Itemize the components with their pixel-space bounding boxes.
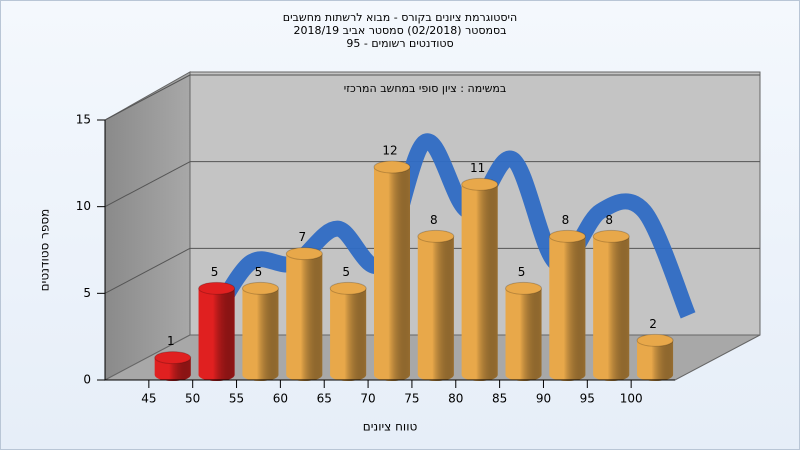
bar-top	[329, 281, 367, 295]
bar-top	[505, 281, 543, 295]
bar-top	[373, 160, 411, 174]
bar	[592, 229, 630, 381]
value-label: 7	[298, 230, 306, 244]
bar-top	[592, 229, 630, 243]
value-label: 8	[605, 213, 613, 227]
y-tick-label: 10	[76, 199, 91, 213]
bar	[505, 281, 543, 381]
bar-top	[241, 281, 279, 295]
x-tick-label: 55	[229, 392, 244, 406]
value-label: 2	[649, 317, 657, 331]
value-label: 8	[562, 213, 570, 227]
y-axis-label: מספר סטודנטים	[38, 209, 52, 292]
value-label: 5	[255, 265, 263, 279]
value-label: 5	[342, 265, 350, 279]
y-tick-label: 0	[83, 373, 91, 387]
bar-body	[154, 357, 191, 381]
x-tick-label: 60	[273, 392, 288, 406]
grid-line	[104, 74, 191, 121]
value-label: 8	[430, 213, 438, 227]
chart-title: היסטוגרמת ציונים בקורס - מבוא לרשתות מחש…	[283, 11, 517, 24]
bar-body	[549, 236, 586, 381]
bar-top	[461, 177, 499, 191]
subtitle: סטודנטים רשומים - 95	[346, 37, 453, 50]
bar	[461, 177, 499, 381]
bar	[285, 247, 323, 381]
bar-top	[417, 229, 455, 243]
x-tick-label: 65	[317, 392, 332, 406]
bar-body	[374, 167, 410, 381]
bar-top	[198, 281, 236, 295]
x-tick-label: 80	[448, 392, 463, 406]
x-tick-label: 100	[620, 392, 643, 406]
x-tick-label: 70	[360, 392, 375, 406]
bar-body	[417, 236, 454, 381]
value-label: 11	[470, 161, 485, 175]
bar-body	[637, 340, 674, 381]
x-axis-label: טווח ציונים	[363, 420, 418, 434]
value-label: 5	[211, 265, 219, 279]
bar	[329, 281, 367, 381]
bar	[198, 281, 236, 381]
bar	[154, 351, 192, 381]
y-tick-label: 5	[83, 286, 91, 300]
x-tick-label: 50	[185, 392, 200, 406]
x-tick-label: 95	[580, 392, 595, 406]
x-tick-label: 85	[492, 392, 507, 406]
value-label: 12	[382, 144, 397, 158]
bar	[548, 229, 586, 381]
bar-top	[636, 333, 674, 347]
bar-body	[505, 288, 542, 381]
left-wall	[104, 71, 191, 381]
bar-top	[154, 351, 192, 365]
bar	[373, 160, 411, 381]
grid-line	[104, 161, 191, 208]
bar-body	[593, 236, 630, 381]
value-label: 1	[167, 334, 175, 348]
bar-body	[461, 184, 498, 381]
bar-body	[198, 288, 235, 381]
annotation: במשימה : ציון סופי במחשב המרכזי	[344, 82, 507, 95]
bar-body	[242, 288, 279, 381]
bar-body	[286, 253, 323, 381]
bar-top	[548, 229, 586, 243]
bar	[417, 229, 455, 381]
subtitle: בסמסטר (02/2018) סמסטר אביב 2018/19	[293, 24, 506, 37]
x-tick-label: 90	[536, 392, 551, 406]
y-tick-label: 15	[76, 113, 91, 127]
bar-body	[330, 288, 367, 381]
bar	[241, 281, 279, 381]
x-tick-label: 75	[404, 392, 419, 406]
bar	[636, 333, 674, 381]
value-label: 5	[518, 265, 526, 279]
grid-line	[104, 247, 191, 294]
bar-top	[285, 247, 323, 261]
plot: 1 5 5 7 5 12 8 11 5 8 8 2	[104, 74, 760, 381]
x-tick-label: 45	[141, 392, 156, 406]
